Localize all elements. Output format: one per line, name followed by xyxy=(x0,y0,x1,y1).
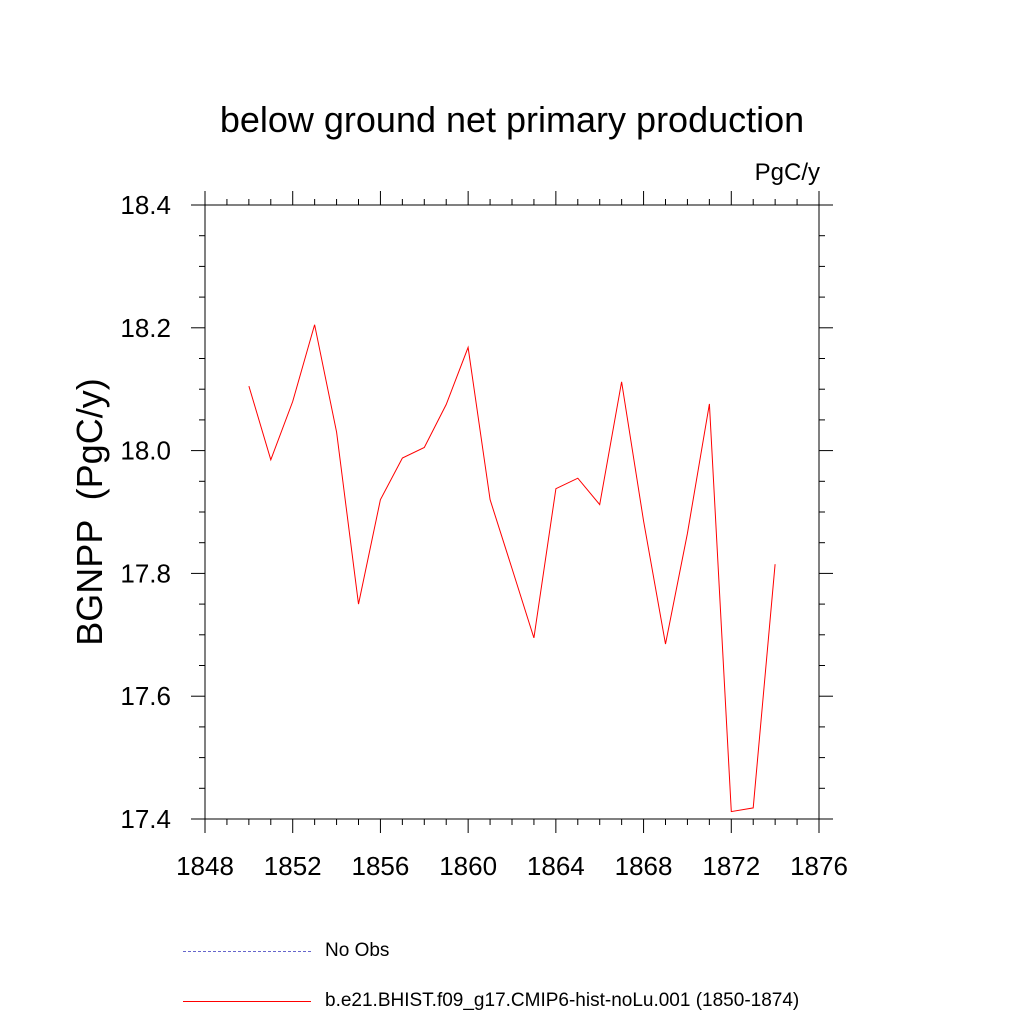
y-tick-label: 18.4 xyxy=(120,190,171,220)
series-group xyxy=(248,324,776,813)
legend-swatch-dashed xyxy=(183,950,311,952)
x-tick-label: 1876 xyxy=(790,851,848,881)
x-tick-label: 1872 xyxy=(702,851,760,881)
legend-swatch-solid xyxy=(183,1000,311,1002)
y-tick-label: 18.0 xyxy=(120,436,171,466)
x-tick-label: 1864 xyxy=(527,851,585,881)
y-axis-label: BGNPP (PgC/y) xyxy=(69,378,110,645)
y-tick-label: 17.8 xyxy=(120,558,171,588)
legend-label-no-obs: No Obs xyxy=(325,940,390,961)
x-tick-label: 1852 xyxy=(264,851,322,881)
series-line xyxy=(248,324,776,813)
legend-item-no-obs: No Obs xyxy=(183,940,389,962)
axis-ticks xyxy=(191,191,833,833)
legend-label-model-run: b.e21.BHIST.f09_g17.CMIP6-hist-noLu.001 … xyxy=(325,990,800,1011)
units-label: PgC/y xyxy=(755,159,820,186)
y-tick-label: 17.4 xyxy=(120,804,171,834)
y-tick-label: 17.6 xyxy=(120,681,171,711)
x-tick-label: 1860 xyxy=(439,851,497,881)
x-tick-label: 1848 xyxy=(176,851,234,881)
chart-title: below ground net primary production xyxy=(220,99,804,140)
x-tick-label: 1856 xyxy=(352,851,410,881)
x-tick-label: 1868 xyxy=(615,851,673,881)
tick-labels: 1848 1852 1856 1860 1864 1868 1872 1876 17.4 17.6… xyxy=(120,190,848,881)
legend-item-model-run: b.e21.BHIST.f09_g17.CMIP6-hist-noLu.001 … xyxy=(183,990,799,1012)
y-tick-label: 18.2 xyxy=(120,313,171,343)
